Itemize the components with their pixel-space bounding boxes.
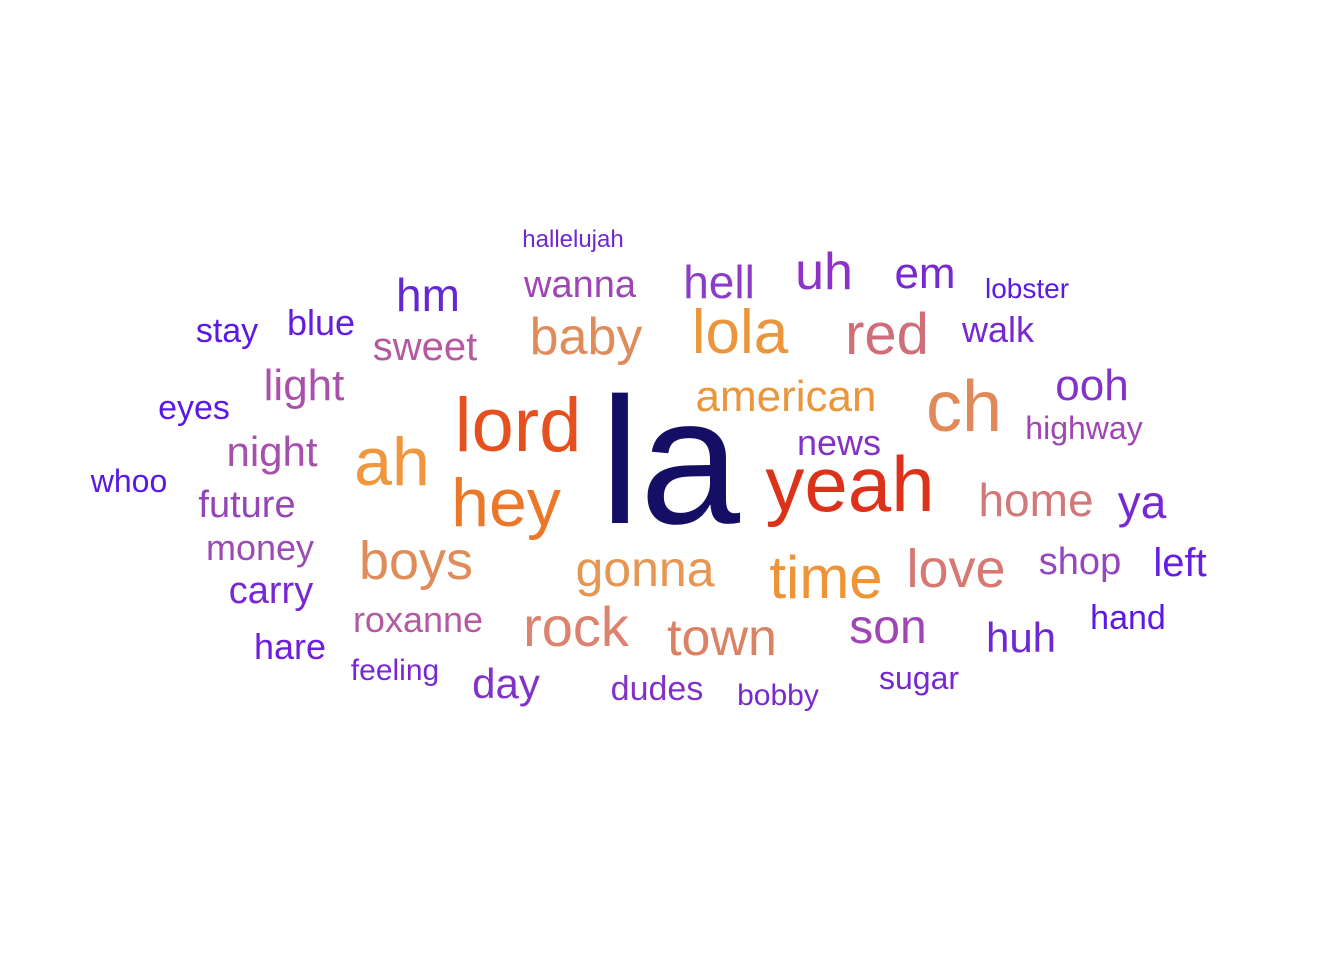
word-future: future — [198, 484, 296, 526]
word-american: american — [695, 372, 877, 421]
word-lola: lola — [691, 298, 789, 367]
word-day: day — [472, 660, 540, 707]
word-hm: hm — [396, 269, 460, 321]
word-yeah: yeah — [765, 440, 935, 528]
word-lobster: lobster — [984, 273, 1070, 304]
word-light: light — [263, 361, 345, 410]
word-shop: shop — [1038, 541, 1122, 583]
word-left: left — [1153, 541, 1207, 585]
word-uh: uh — [795, 243, 853, 301]
word-em: em — [894, 249, 956, 298]
word-time: time — [769, 544, 883, 611]
word-ch: ch — [925, 367, 1003, 447]
word-gonna: gonna — [575, 541, 715, 597]
word-boys: boys — [358, 531, 474, 591]
word-sweet: sweet — [372, 325, 478, 369]
word-ooh: ooh — [1055, 361, 1129, 410]
word-ah: ah — [354, 424, 430, 500]
word-la: la — [599, 361, 741, 562]
word-walk: walk — [961, 309, 1035, 350]
word-ya: ya — [1117, 476, 1167, 528]
word-home: home — [978, 474, 1094, 526]
word-town: town — [667, 609, 777, 667]
word-carry: carry — [228, 570, 314, 612]
word-baby: baby — [529, 308, 643, 366]
word-son: son — [849, 601, 927, 654]
word-blue: blue — [286, 302, 356, 343]
word-stay: stay — [195, 312, 259, 350]
word-rock: rock — [523, 595, 629, 658]
word-hare: hare — [253, 626, 327, 667]
word-hell: hell — [683, 256, 755, 308]
word-feeling: feeling — [350, 654, 440, 687]
word-huh: huh — [985, 614, 1057, 661]
word-sugar: sugar — [878, 660, 960, 696]
word-love: love — [906, 539, 1006, 599]
word-hey: hey — [451, 465, 561, 541]
word-bobby: bobby — [737, 679, 819, 712]
word-eyes: eyes — [158, 389, 230, 427]
word-highway: highway — [1025, 410, 1143, 446]
word-night: night — [226, 428, 318, 475]
word-red: red — [845, 302, 929, 367]
word-news: news — [796, 422, 882, 463]
word-whoo: whoo — [90, 463, 168, 499]
word-wanna: wanna — [524, 264, 636, 306]
word-hallelujah: hallelujah — [522, 226, 624, 253]
word-roxanne: roxanne — [352, 599, 484, 640]
word-dudes: dudes — [610, 670, 704, 708]
word-hand: hand — [1090, 599, 1166, 637]
word-lord: lord — [454, 383, 582, 468]
word-money: money — [205, 527, 315, 568]
